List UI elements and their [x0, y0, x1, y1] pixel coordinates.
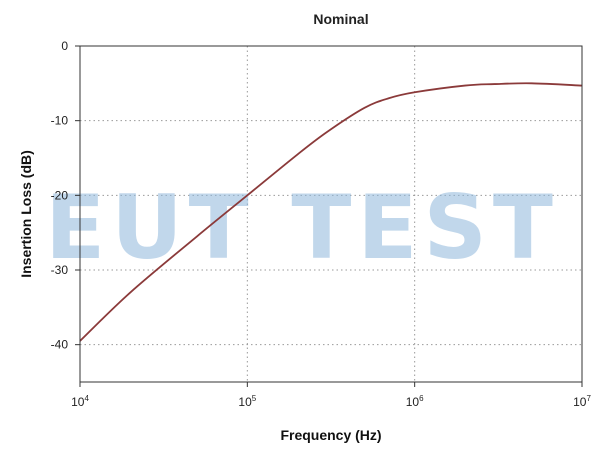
y-tick-label: -30	[51, 263, 69, 277]
x-tick-label: 105	[238, 394, 256, 409]
y-tick-label: -10	[51, 114, 69, 128]
x-axis-ticks: 104 105 106 107	[71, 382, 591, 409]
y-tick-label: -40	[51, 338, 69, 352]
grid	[80, 46, 582, 382]
plot-frame	[79, 45, 583, 383]
series-line-0	[79, 82, 583, 342]
chart-title: Nominal	[313, 11, 368, 27]
y-tick-label: 0	[61, 39, 68, 53]
y-tick-label: -20	[51, 188, 69, 202]
y-axis-ticks: 0 -10 -20 -30 -40	[51, 39, 80, 352]
x-tick-label: 106	[406, 394, 424, 409]
x-tick-label: 104	[71, 394, 89, 409]
x-tick-label: 107	[573, 394, 591, 409]
x-axis-label: Frequency (Hz)	[280, 427, 381, 443]
watermark: EUT TEST	[45, 176, 559, 279]
series-layer	[79, 82, 583, 342]
y-axis-label: Insertion Loss (dB)	[18, 150, 34, 278]
